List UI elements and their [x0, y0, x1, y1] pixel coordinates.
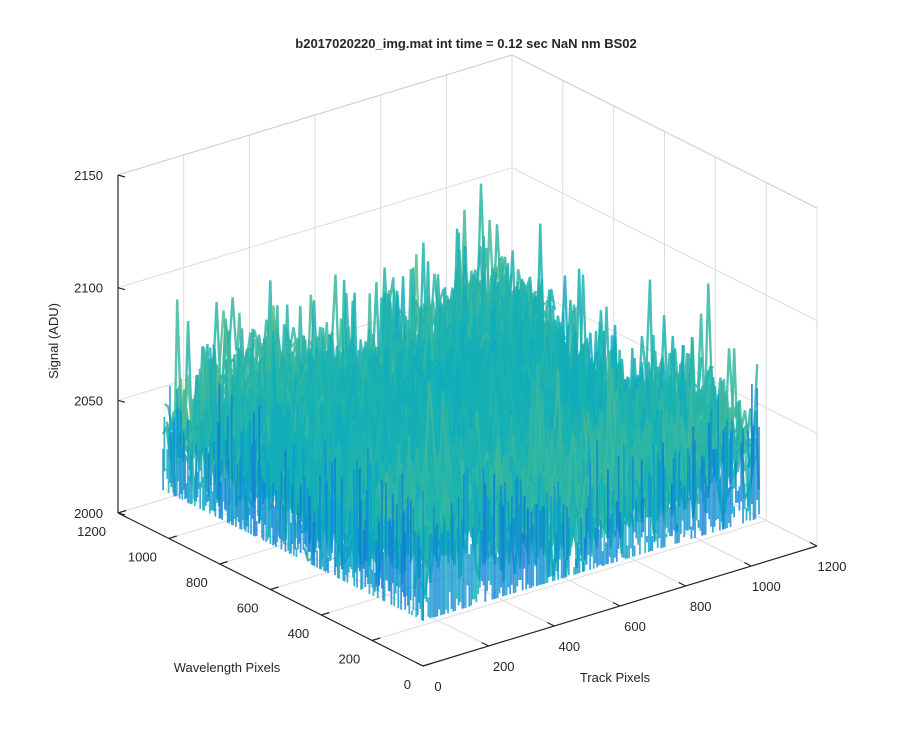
x-tick-mark — [612, 601, 621, 607]
z-tick-mark — [117, 287, 126, 291]
x-tick-mark — [481, 641, 489, 647]
box-edge — [117, 54, 513, 176]
y-axis-label: Wavelength Pixels — [174, 660, 281, 675]
x-tick-label: 1000 — [752, 579, 781, 594]
z-tick-label: 2150 — [74, 168, 103, 183]
y-tick-mark — [321, 611, 330, 616]
y-tick-label: 0 — [404, 677, 411, 692]
y-tick-label: 600 — [237, 601, 259, 616]
y-tick-mark — [168, 535, 177, 540]
x-axis-label: Track Pixels — [580, 670, 651, 685]
chart-title: b2017020220_img.mat int time = 0.12 sec … — [295, 36, 636, 51]
x-tick-mark — [809, 541, 818, 547]
z-tick-label: 2100 — [74, 281, 103, 296]
grid-line — [511, 167, 818, 322]
x-tick-mark — [415, 661, 424, 667]
y-tick-label: 1000 — [128, 550, 157, 565]
box-edge — [511, 54, 818, 209]
y-tick-mark — [372, 637, 381, 642]
z-tick-label: 2000 — [74, 506, 103, 521]
z-tick-mark — [117, 399, 126, 403]
y-tick-mark — [270, 586, 279, 591]
x-axis-ticks: 0 200 400 600 800 1000 1200 — [415, 541, 847, 694]
x-tick-label: 1200 — [818, 559, 847, 574]
y-tick-mark — [422, 662, 432, 667]
x-tick-label: 800 — [690, 599, 712, 614]
z-axis-label: Signal (ADU) — [46, 303, 61, 379]
y-tick-label: 1200 — [77, 524, 106, 539]
x-tick-label: 200 — [493, 659, 515, 674]
x-tick-label: 600 — [624, 619, 646, 634]
x-tick-mark — [744, 561, 752, 567]
x-tick-mark — [678, 581, 686, 587]
y-tick-label: 800 — [186, 575, 208, 590]
grid-line — [117, 167, 513, 289]
z-tick-mark — [117, 512, 126, 516]
z-tick-label: 2050 — [74, 393, 103, 408]
z-tick-mark — [117, 174, 126, 178]
y-tick-mark — [117, 509, 127, 514]
grid-line — [372, 520, 767, 641]
x-tick-label: 400 — [558, 639, 580, 654]
y-tick-label: 400 — [288, 626, 310, 641]
surface-mesh — [162, 183, 761, 621]
x-tick-mark — [547, 621, 555, 627]
y-tick-label: 200 — [338, 652, 360, 667]
z-axis-ticks: 2000 2050 2100 2150 — [74, 168, 126, 521]
y-axis-ticks: 0 200 400 600 800 1000 1200 — [77, 509, 432, 692]
y-tick-mark — [219, 560, 228, 565]
x-tick-label: 0 — [434, 679, 441, 694]
